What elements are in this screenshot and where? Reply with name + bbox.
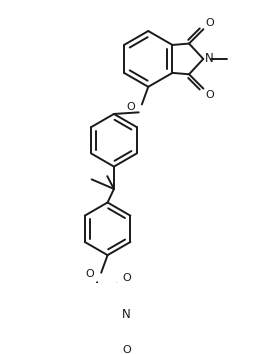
Text: O: O	[127, 102, 135, 112]
Text: O: O	[205, 90, 214, 100]
Text: O: O	[85, 269, 94, 279]
Text: O: O	[122, 273, 131, 283]
Text: O: O	[122, 346, 131, 354]
Text: N: N	[205, 52, 214, 65]
Text: N: N	[122, 308, 131, 321]
Text: O: O	[205, 18, 214, 28]
